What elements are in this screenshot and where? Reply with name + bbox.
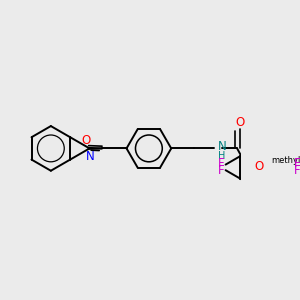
Text: O: O: [236, 116, 245, 129]
Text: O: O: [82, 134, 91, 148]
Text: N: N: [218, 140, 226, 152]
Text: F: F: [294, 164, 300, 178]
Text: F: F: [294, 157, 300, 170]
Text: N: N: [86, 150, 94, 163]
Text: methyl: methyl: [272, 156, 300, 165]
Text: H: H: [218, 152, 225, 161]
Text: F: F: [218, 164, 225, 178]
Text: O: O: [254, 160, 263, 173]
Text: F: F: [218, 157, 225, 170]
